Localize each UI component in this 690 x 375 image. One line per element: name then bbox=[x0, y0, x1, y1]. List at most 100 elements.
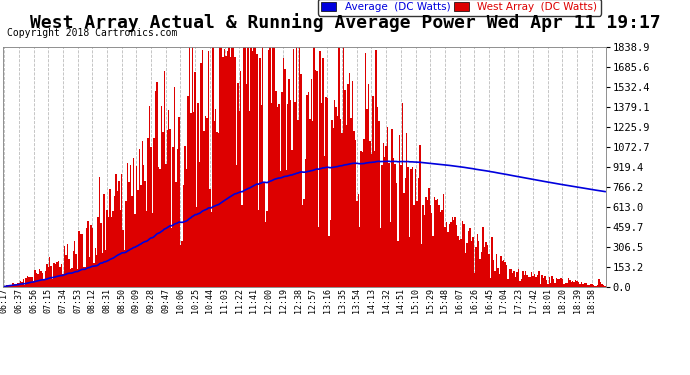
Bar bbox=[174, 87, 175, 287]
Bar bbox=[546, 280, 547, 287]
Bar bbox=[348, 73, 351, 287]
Bar bbox=[503, 260, 504, 287]
Bar bbox=[140, 185, 141, 287]
Bar bbox=[360, 151, 362, 287]
Bar bbox=[247, 47, 249, 287]
Bar bbox=[302, 205, 303, 287]
Bar bbox=[21, 282, 23, 287]
Bar bbox=[273, 47, 274, 287]
Bar bbox=[422, 205, 424, 287]
Bar bbox=[443, 194, 444, 287]
Bar bbox=[166, 130, 168, 287]
Bar bbox=[556, 278, 558, 287]
Bar bbox=[15, 284, 17, 287]
Bar bbox=[14, 284, 15, 287]
Bar bbox=[442, 210, 443, 287]
Bar bbox=[226, 56, 227, 287]
Bar bbox=[137, 190, 139, 287]
Bar bbox=[450, 222, 451, 287]
Bar bbox=[24, 285, 26, 287]
Bar bbox=[578, 282, 580, 287]
Bar bbox=[308, 92, 309, 287]
Bar bbox=[278, 104, 279, 287]
Bar bbox=[499, 274, 500, 287]
Bar bbox=[227, 51, 228, 287]
Bar bbox=[421, 244, 422, 287]
Bar bbox=[31, 277, 33, 287]
Bar bbox=[155, 91, 156, 287]
Bar bbox=[102, 253, 103, 287]
Bar bbox=[132, 158, 135, 287]
Bar bbox=[397, 241, 399, 287]
Bar bbox=[177, 150, 178, 287]
Bar bbox=[434, 197, 435, 287]
Bar bbox=[525, 272, 526, 287]
Bar bbox=[535, 277, 537, 287]
Bar bbox=[426, 200, 428, 287]
Bar bbox=[12, 284, 14, 287]
Legend: Average  (DC Watts), West Array  (DC Watts): Average (DC Watts), West Array (DC Watts… bbox=[317, 0, 600, 15]
Bar bbox=[187, 96, 188, 287]
Bar bbox=[106, 210, 108, 287]
Bar bbox=[57, 262, 58, 287]
Bar bbox=[553, 279, 554, 287]
Bar bbox=[322, 58, 324, 287]
Bar bbox=[569, 280, 571, 287]
Bar bbox=[74, 241, 75, 287]
Bar bbox=[291, 150, 293, 287]
Bar bbox=[425, 198, 426, 287]
Bar bbox=[412, 167, 413, 287]
Bar bbox=[544, 276, 546, 287]
Bar bbox=[437, 198, 438, 287]
Bar bbox=[457, 236, 459, 287]
Bar bbox=[424, 215, 425, 287]
Bar bbox=[168, 110, 170, 287]
Bar bbox=[58, 261, 59, 287]
Bar bbox=[351, 118, 352, 287]
Bar bbox=[312, 121, 313, 287]
Bar bbox=[213, 121, 215, 287]
Bar bbox=[252, 51, 253, 287]
Bar bbox=[598, 279, 600, 287]
Bar bbox=[90, 225, 92, 287]
Bar bbox=[156, 82, 158, 287]
Bar bbox=[562, 279, 563, 287]
Bar bbox=[420, 146, 421, 287]
Bar bbox=[146, 211, 148, 287]
Bar bbox=[39, 269, 40, 287]
Bar bbox=[387, 127, 388, 287]
Bar bbox=[262, 47, 264, 287]
Bar bbox=[512, 273, 513, 287]
Bar bbox=[365, 54, 366, 287]
Bar bbox=[186, 169, 187, 287]
Bar bbox=[576, 282, 578, 287]
Bar bbox=[403, 193, 404, 287]
Bar bbox=[49, 258, 50, 287]
Bar bbox=[381, 165, 382, 287]
Bar bbox=[237, 83, 239, 287]
Bar bbox=[490, 278, 491, 287]
Bar bbox=[338, 47, 340, 287]
Bar bbox=[63, 246, 65, 287]
Bar bbox=[355, 140, 356, 287]
Bar bbox=[377, 107, 378, 287]
Bar bbox=[205, 116, 206, 287]
Bar bbox=[158, 167, 159, 287]
Bar bbox=[297, 120, 299, 287]
Bar bbox=[509, 268, 511, 287]
Bar bbox=[318, 226, 319, 287]
Bar bbox=[340, 118, 342, 287]
Bar bbox=[284, 69, 286, 287]
Bar bbox=[533, 276, 534, 287]
Bar bbox=[99, 177, 101, 287]
Bar bbox=[240, 71, 241, 287]
Bar bbox=[127, 163, 128, 287]
Bar bbox=[417, 178, 420, 287]
Bar bbox=[279, 171, 281, 287]
Bar bbox=[287, 104, 288, 287]
Bar bbox=[40, 271, 41, 287]
Bar bbox=[148, 138, 149, 287]
Bar bbox=[502, 261, 503, 287]
Bar bbox=[112, 211, 114, 287]
Bar bbox=[164, 72, 165, 287]
